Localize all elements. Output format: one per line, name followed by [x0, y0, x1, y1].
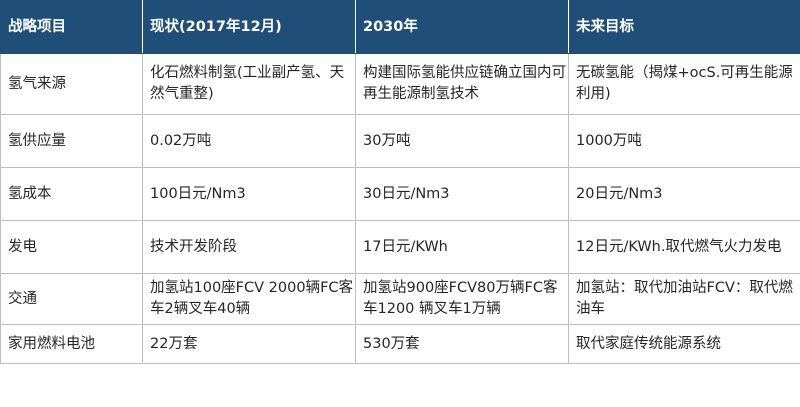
table-cell: 加氢站100座FCV 2000辆FC客车2辆叉车40辆 — [142, 273, 356, 325]
table-row: 氢气来源 化石燃料制氢(工业副产氢、天然气重整) 构建国际氢能供应链确立国内可再… — [0, 53, 800, 115]
table-cell: 30万吨 — [355, 114, 569, 168]
table-cell: 构建国际氢能供应链确立国内可再生能源制氢技术 — [355, 53, 569, 115]
header-future-goal: 未来目标 — [568, 0, 800, 54]
row-label: 交通 — [0, 273, 143, 325]
table-cell: 0.02万吨 — [142, 114, 356, 168]
table-cell: 加氢站：取代加油站FCV：取代燃油车 — [568, 273, 800, 325]
table-cell: 22万套 — [142, 324, 356, 364]
row-label: 家用燃料电池 — [0, 324, 143, 364]
table-cell: 530万套 — [355, 324, 569, 364]
table-header: 战略项目 现状(2017年12月) 2030年 未来目标 — [0, 0, 800, 54]
row-label: 氢气来源 — [0, 53, 143, 115]
table-row: 家用燃料电池 22万套 530万套 取代家庭传统能源系统 — [0, 324, 800, 364]
row-label: 氢供应量 — [0, 114, 143, 168]
table-body: 氢气来源 化石燃料制氢(工业副产氢、天然气重整) 构建国际氢能供应链确立国内可再… — [0, 53, 800, 364]
header-year-2030: 2030年 — [355, 0, 569, 54]
table-cell: 100日元/Nm3 — [142, 167, 356, 221]
table-cell: 30日元/Nm3 — [355, 167, 569, 221]
table-row: 发电 技术开发阶段 17日元/KWh 12日元/KWh.取代燃气火力发电 — [0, 220, 800, 274]
row-label: 氢成本 — [0, 167, 143, 221]
header-row: 战略项目 现状(2017年12月) 2030年 未来目标 — [0, 0, 800, 54]
table-cell: 加氢站900座FCV80万辆FC客车1200 辆叉车1万辆 — [355, 273, 569, 325]
table-row: 氢供应量 0.02万吨 30万吨 1000万吨 — [0, 114, 800, 168]
table-cell: 1000万吨 — [568, 114, 800, 168]
table-cell: 技术开发阶段 — [142, 220, 356, 274]
table-cell: 无碳氢能（揭煤+ocS.可再生能源利用) — [568, 53, 800, 115]
table-row: 交通 加氢站100座FCV 2000辆FC客车2辆叉车40辆 加氢站900座FC… — [0, 273, 800, 325]
hydrogen-strategy-table: 战略项目 现状(2017年12月) 2030年 未来目标 氢气来源 化石燃料制氢… — [0, 0, 800, 364]
table-row: 氢成本 100日元/Nm3 30日元/Nm3 20日元/Nm3 — [0, 167, 800, 221]
table-cell: 12日元/KWh.取代燃气火力发电 — [568, 220, 800, 274]
table-cell: 取代家庭传统能源系统 — [568, 324, 800, 364]
table-cell: 17日元/KWh — [355, 220, 569, 274]
table-cell: 20日元/Nm3 — [568, 167, 800, 221]
row-label: 发电 — [0, 220, 143, 274]
table-cell: 化石燃料制氢(工业副产氢、天然气重整) — [142, 53, 356, 115]
header-strategy-item: 战略项目 — [0, 0, 143, 54]
header-current-status: 现状(2017年12月) — [142, 0, 356, 54]
